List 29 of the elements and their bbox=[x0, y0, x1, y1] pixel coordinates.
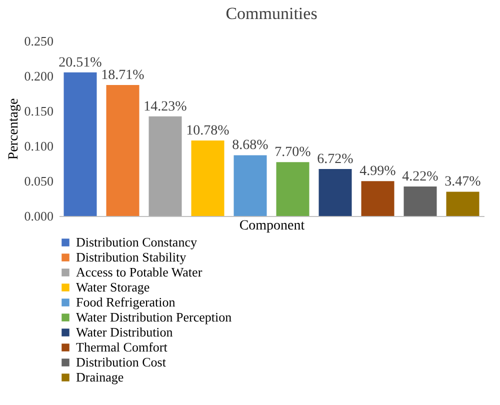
data-label: 4.99% bbox=[360, 164, 396, 180]
data-label: 4.22% bbox=[402, 169, 439, 184]
legend-label: Thermal Comfort bbox=[76, 340, 168, 354]
data-label: 6.72% bbox=[317, 152, 354, 167]
x-axis-title: Component bbox=[239, 218, 305, 234]
y-tick-label: 0.250 bbox=[24, 34, 54, 48]
y-tick-label: 0.050 bbox=[24, 174, 54, 188]
legend-label: Distribution Constancy bbox=[76, 234, 198, 250]
data-label: 18.71% bbox=[101, 68, 145, 84]
y-tick-label: 0.150 bbox=[24, 104, 54, 118]
data-label: 3.47% bbox=[444, 174, 482, 190]
data-label: 7.70% bbox=[274, 145, 312, 160]
legend-label: Water Distribution Perception bbox=[76, 310, 232, 324]
y-tick-label: 0.000 bbox=[24, 208, 54, 224]
y-axis-title: Percentage bbox=[6, 98, 22, 160]
y-tick-label: 0.200 bbox=[24, 68, 54, 84]
legend-label: Water Storage bbox=[76, 280, 150, 294]
legend-label: Water Distribution bbox=[76, 324, 174, 340]
legend-label: Access to Potable Water bbox=[76, 264, 203, 280]
legend-label: Food Refrigeration bbox=[76, 294, 176, 310]
data-label: 20.51% bbox=[58, 55, 102, 70]
data-label: 10.78% bbox=[186, 124, 230, 139]
chart-title: Communities bbox=[226, 4, 318, 23]
legend-label: Distribution Stability bbox=[76, 250, 187, 264]
data-label: 14.23% bbox=[144, 99, 188, 114]
legend-label: Distribution Cost bbox=[76, 354, 166, 370]
legend-label: Drainage bbox=[76, 370, 124, 384]
y-tick-label: 0.100 bbox=[24, 138, 54, 154]
data-label: 8.68% bbox=[232, 138, 269, 154]
